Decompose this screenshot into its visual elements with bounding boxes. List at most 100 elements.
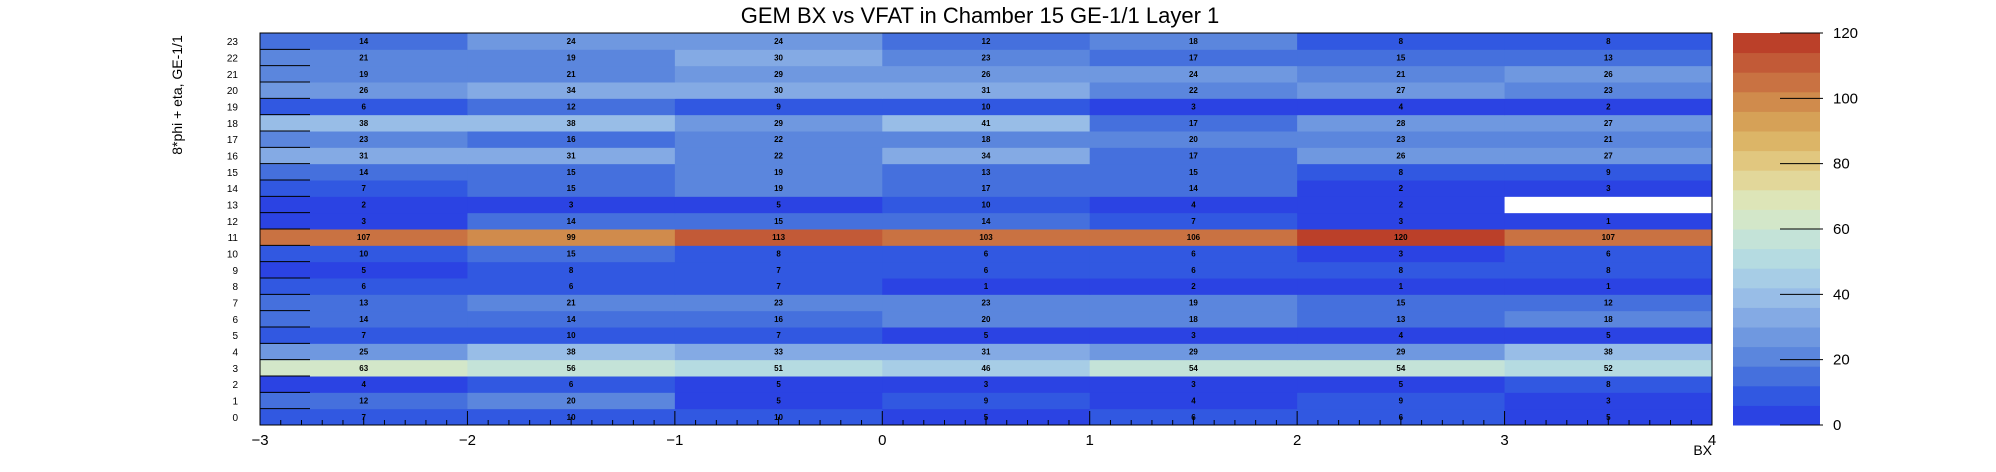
heatmap-cell	[1297, 359, 1506, 377]
cell-value-label: 26	[359, 86, 368, 95]
color-scale-segment	[1733, 189, 1820, 210]
cell-value-label: 5	[1606, 331, 1611, 340]
heatmap-cell	[260, 82, 468, 99]
cell-value-label: 54	[1396, 364, 1405, 373]
cell-value-label: 23	[982, 54, 991, 63]
cell-value-label: 3	[1191, 380, 1196, 389]
heatmap-cell	[882, 212, 1091, 230]
cell-value-label: 7	[776, 282, 781, 291]
y-tick-label: 3	[232, 364, 238, 375]
cell-value-label: 17	[1189, 152, 1198, 161]
heatmap-cell	[1504, 163, 1713, 181]
cell-value-label: 20	[567, 397, 576, 406]
heatmap-cell	[882, 359, 1091, 377]
cell-value-label: 13	[1604, 54, 1613, 63]
heatmap-cell	[882, 245, 1091, 263]
y-axis-label: 8*phi + eta, GE-1/1	[169, 35, 185, 155]
cell-value-label: 10	[359, 250, 368, 259]
heatmap-cell	[1297, 82, 1506, 99]
cell-value-label: 8	[1399, 37, 1404, 46]
cell-value-label: 107	[357, 233, 371, 242]
cell-value-label: 27	[1604, 119, 1613, 128]
cell-value-label: 19	[1189, 299, 1198, 308]
heatmap-cell	[467, 98, 676, 116]
cell-value-label: 41	[982, 119, 991, 128]
cell-value-label: 99	[567, 233, 576, 242]
cell-value-label: 9	[776, 103, 781, 112]
cell-value-label: 12	[567, 103, 576, 112]
cell-value-label: 27	[1604, 152, 1613, 161]
heatmap-cell	[1089, 359, 1298, 377]
color-scale-segment	[1733, 385, 1820, 406]
heatmap-cell	[882, 229, 1091, 246]
y-tick-label: 23	[227, 37, 239, 48]
heatmap-cell	[1089, 278, 1298, 295]
cell-value-label: 120	[1394, 233, 1408, 242]
heatmap-cell	[1297, 180, 1506, 197]
heatmap-cell	[1504, 327, 1713, 344]
heatmap-cell	[467, 229, 676, 246]
heatmap-cell	[1504, 278, 1713, 295]
cell-value-label: 15	[1189, 168, 1198, 177]
cell-value-label: 5	[776, 380, 781, 389]
cell-value-label: 14	[1189, 184, 1198, 193]
cell-value-label: 21	[1604, 135, 1613, 144]
cell-value-label: 22	[774, 135, 783, 144]
cell-value-label: 2	[361, 201, 366, 210]
y-tick-label: 5	[232, 331, 238, 342]
heatmap-cell	[1089, 376, 1298, 393]
cell-value-label: 34	[982, 152, 991, 161]
cell-value-label: 15	[567, 168, 576, 177]
cell-value-label: 2	[1606, 103, 1611, 112]
cell-value-label: 5	[776, 201, 781, 210]
cell-value-label: 14	[359, 315, 368, 324]
heatmap-cell	[467, 278, 676, 295]
cell-value-label: 13	[359, 299, 368, 308]
color-scale-ticks: 0 20 40 60 80 100 120	[1780, 25, 1858, 434]
heatmap-cell	[1504, 376, 1713, 393]
cell-value-label: 54	[1189, 364, 1198, 373]
cell-value-label: 10	[567, 331, 576, 340]
heatmap-cell	[1504, 131, 1713, 148]
heatmap-cell	[674, 261, 883, 279]
heatmap-cell	[1504, 49, 1713, 67]
y-tick-label: 19	[227, 103, 239, 114]
cell-value-label: 21	[567, 299, 576, 308]
x-axis-ticks: −3 −2 −1 0 1 2 3 4	[251, 411, 1716, 449]
z-tick-label: 0	[1833, 417, 1841, 434]
heatmap-cell	[882, 196, 1091, 214]
heatmap-cell	[674, 359, 883, 377]
heatmap-cell	[1504, 147, 1713, 165]
heatmap-cell	[674, 376, 883, 393]
heatmap-cell	[882, 33, 1091, 50]
cell-value-label: 46	[982, 364, 991, 373]
heatmap-cell	[674, 180, 883, 197]
heatmap-cell	[1297, 131, 1506, 148]
y-tick-label: 12	[227, 217, 239, 228]
cell-value-label: 15	[567, 184, 576, 193]
heatmap-cell	[882, 114, 1091, 132]
cell-value-label: 6	[1191, 266, 1196, 275]
heatmap-cell	[260, 278, 468, 295]
cell-value-label: 4	[1399, 331, 1404, 340]
heatmap-cell	[674, 65, 883, 83]
cell-value-label: 17	[1189, 54, 1198, 63]
cell-value-label: 19	[359, 70, 368, 79]
cell-value-label: 15	[774, 217, 783, 226]
heatmap-cell	[1504, 261, 1713, 279]
y-tick-label: 21	[227, 70, 239, 81]
x-tick-label: 4	[1708, 432, 1716, 449]
y-tick-label: 4	[232, 348, 238, 359]
heatmap-cell	[1089, 294, 1298, 312]
color-scale-bar	[1733, 33, 1820, 426]
cell-value-label: 51	[774, 364, 783, 373]
heatmap-cell	[1504, 33, 1713, 50]
heatmap-cell	[882, 49, 1091, 67]
heatmap-cell	[1297, 147, 1506, 165]
heatmap-cell	[1504, 82, 1713, 99]
cell-value-label: 1	[984, 282, 989, 291]
y-tick-label: 14	[227, 184, 239, 195]
chart-title: GEM BX vs VFAT in Chamber 15 GE-1/1 Laye…	[741, 3, 1220, 28]
cell-value-label: 12	[982, 37, 991, 46]
heatmap-cell	[260, 180, 468, 197]
